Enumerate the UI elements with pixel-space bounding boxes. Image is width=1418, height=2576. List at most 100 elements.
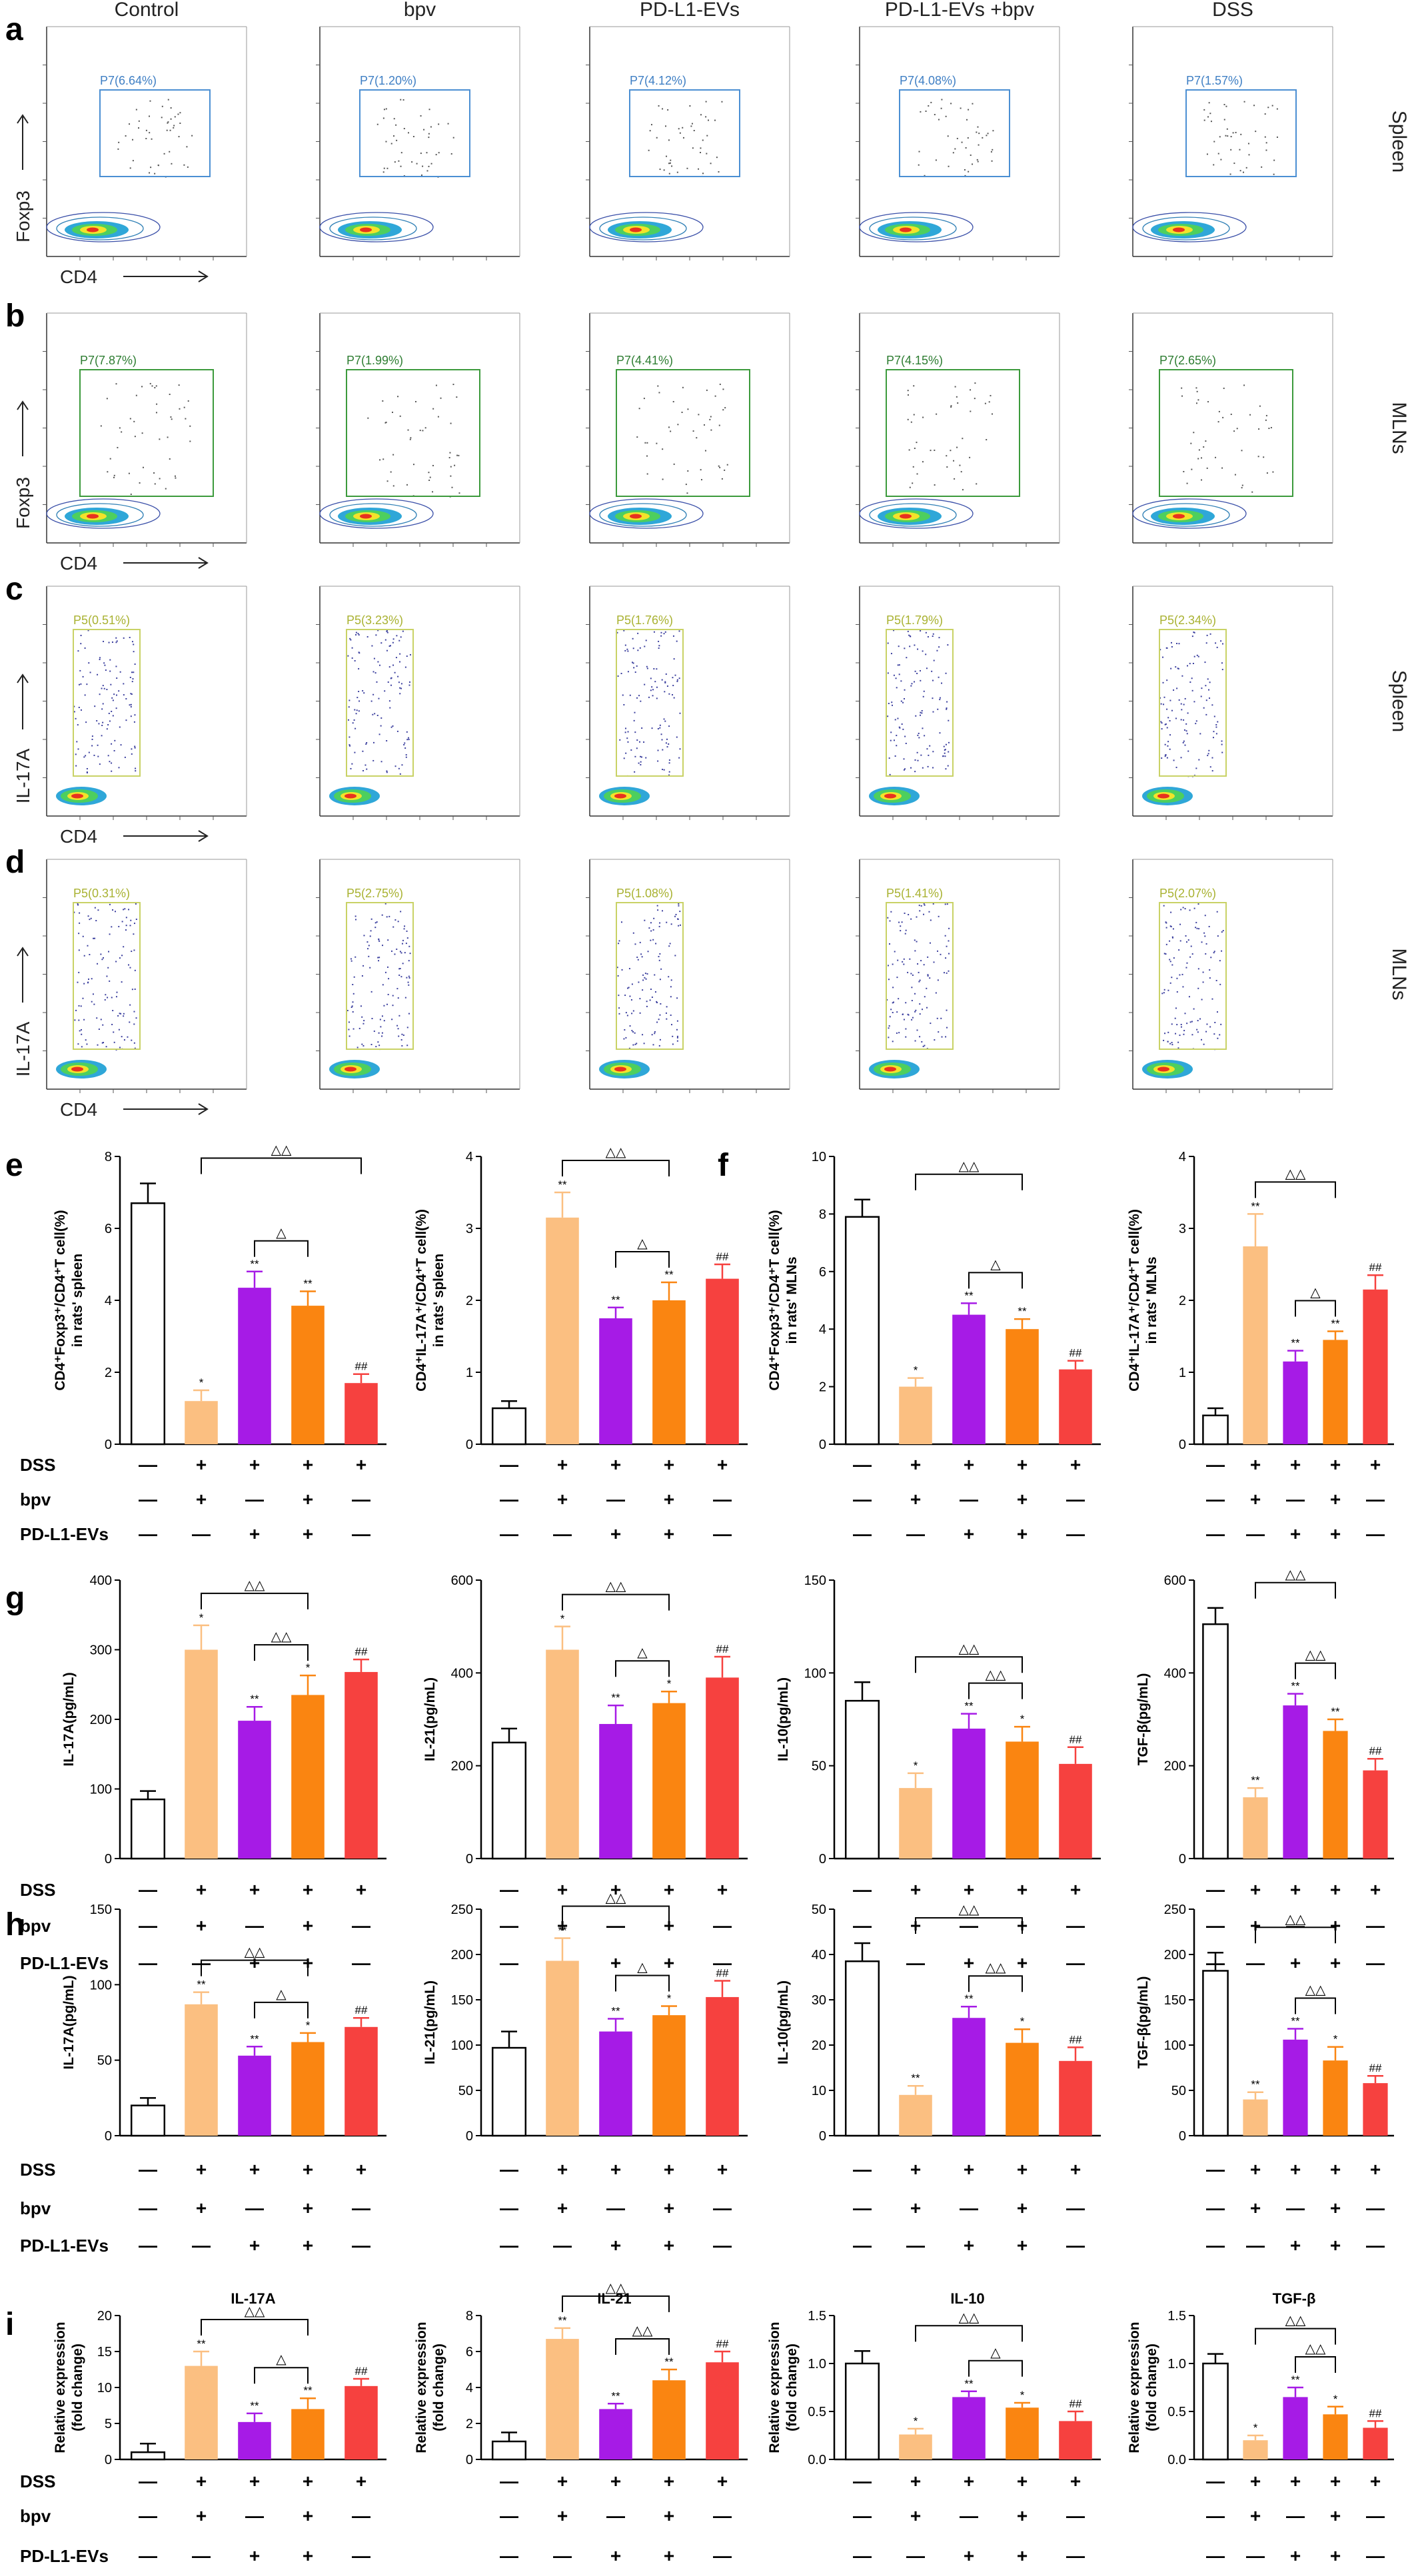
event-dot	[1167, 1041, 1169, 1043]
comparison-bracket	[562, 1160, 670, 1176]
event-dot	[438, 123, 440, 125]
panel-letter: d	[5, 845, 25, 880]
event-dot	[1235, 131, 1237, 133]
condition-symbol: +	[1330, 1952, 1341, 1973]
event-dot	[358, 691, 360, 693]
event-dot	[111, 926, 113, 928]
event-dot	[401, 1045, 403, 1047]
event-dot	[363, 935, 365, 937]
event-dot	[1201, 687, 1203, 689]
event-dot	[349, 1035, 351, 1037]
chart-title: IL-17A	[231, 2290, 275, 2307]
event-dot	[896, 745, 898, 747]
event-dot	[153, 472, 155, 474]
event-dot	[119, 427, 121, 429]
event-dot	[916, 751, 918, 753]
condition-symbol: —	[352, 2505, 370, 2526]
significance-label: ##	[1069, 1733, 1082, 1746]
comparison-bracket	[968, 2360, 1023, 2377]
condition-symbol: —	[1066, 1489, 1085, 1509]
event-dot	[1191, 1021, 1193, 1023]
event-dot	[670, 923, 672, 925]
event-dot	[1189, 681, 1191, 683]
condition-symbol: —	[245, 1915, 264, 1936]
bar	[1202, 1970, 1229, 2137]
event-dot	[906, 657, 908, 659]
event-dot	[1183, 703, 1185, 705]
event-dot	[940, 1017, 942, 1019]
event-dot	[968, 109, 970, 111]
event-dot	[372, 741, 374, 743]
event-dot	[656, 1021, 658, 1023]
contour	[46, 498, 161, 529]
event-dot	[404, 742, 406, 744]
y-tick-label: 0	[466, 2129, 473, 2144]
gate-rect	[886, 369, 1020, 497]
y-tick-label: 0	[466, 2453, 473, 2467]
significance-label: *	[1020, 2015, 1025, 2028]
event-dot	[1210, 957, 1212, 959]
event-dot	[351, 657, 353, 659]
event-dot	[690, 125, 692, 127]
event-dot	[77, 904, 79, 906]
event-dot	[396, 635, 398, 637]
event-dot	[403, 928, 405, 930]
x-axis-arrow-head	[198, 557, 209, 569]
condition-symbol: —	[1286, 1489, 1305, 1509]
event-dot	[125, 135, 127, 137]
event-dot	[676, 1029, 678, 1031]
column-title: DSS	[1212, 0, 1253, 21]
condition-symbol: —	[906, 1523, 925, 1544]
event-dot	[656, 137, 658, 139]
event-dot	[646, 667, 648, 669]
event-dot	[1211, 704, 1213, 706]
event-dot	[1225, 105, 1227, 107]
event-dot	[78, 1005, 80, 1007]
event-dot	[402, 99, 404, 101]
event-dot	[351, 960, 353, 962]
event-dot	[904, 689, 906, 691]
event-dot	[1165, 927, 1167, 929]
event-dot	[1171, 977, 1173, 979]
event-dot	[1193, 655, 1195, 657]
event-dot	[1215, 724, 1217, 726]
event-dot	[458, 492, 460, 494]
gate-label: P5(1.41%)	[886, 887, 943, 900]
event-dot	[623, 703, 625, 705]
event-dot	[406, 977, 408, 979]
event-dot	[652, 939, 654, 941]
event-dot	[660, 1003, 662, 1005]
bar	[130, 1202, 166, 1446]
event-dot	[374, 922, 376, 924]
event-dot	[76, 741, 78, 743]
event-dot	[1243, 171, 1245, 173]
event-dot	[1220, 159, 1222, 161]
condition-symbol: —	[1366, 2545, 1385, 2566]
event-dot	[1179, 974, 1181, 976]
event-dot	[373, 657, 375, 659]
event-dot	[1221, 931, 1223, 933]
event-dot	[930, 919, 932, 921]
event-dot	[1177, 1041, 1179, 1043]
condition-symbol: —	[1206, 1523, 1225, 1544]
condition-symbol: —	[853, 2235, 872, 2256]
event-dot	[135, 903, 137, 905]
event-dot	[681, 411, 683, 413]
event-dot	[392, 454, 394, 456]
condition-symbol: +	[910, 2198, 921, 2218]
event-dot	[945, 115, 947, 117]
event-dot	[409, 653, 411, 655]
event-dot	[104, 999, 106, 1001]
event-dot	[918, 164, 920, 166]
comparison-label: △△	[1285, 2314, 1306, 2328]
event-dot	[1225, 135, 1227, 137]
event-dot	[928, 911, 930, 913]
event-dot	[386, 630, 388, 632]
comparison-label: △△	[245, 2304, 265, 2319]
event-dot	[1213, 141, 1215, 143]
event-dot	[659, 169, 661, 171]
event-dot	[376, 714, 378, 716]
